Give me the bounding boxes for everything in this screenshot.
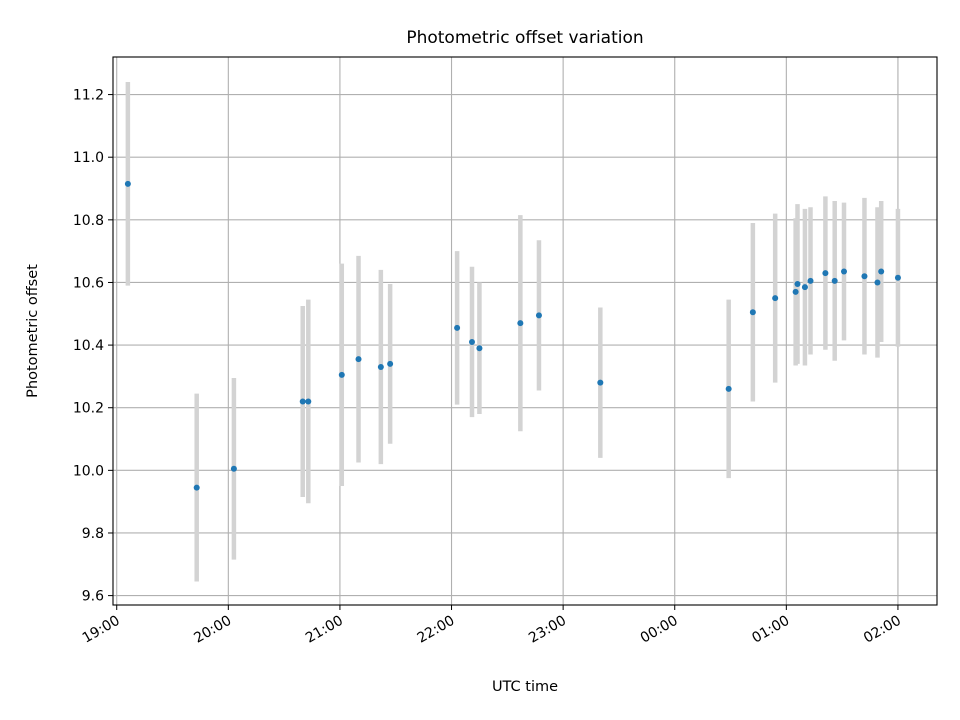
y-axis-ticks: 9.6 9.8 10.0 10.2 10.4 10.6 10.8 11.0 11.2 xyxy=(73,88,113,605)
data-point xyxy=(807,277,814,284)
data-point xyxy=(377,364,384,371)
data-point xyxy=(305,398,312,405)
y-tick-label: 10.8 xyxy=(73,213,104,229)
y-tick-label: 11.2 xyxy=(73,88,104,104)
y-axis-label: Photometric offset xyxy=(25,264,41,398)
data-point xyxy=(387,360,394,367)
x-tick-label: 22:00 xyxy=(415,613,458,647)
data-point xyxy=(535,312,542,319)
y-tick-label: 10.6 xyxy=(73,275,104,291)
data-point xyxy=(840,268,847,275)
data-point xyxy=(749,309,756,316)
data-point xyxy=(517,320,524,327)
data-point xyxy=(468,338,475,345)
data-point xyxy=(476,345,483,352)
y-tick-label: 10.2 xyxy=(73,401,104,417)
x-tick-label: 02:00 xyxy=(861,613,904,647)
data-points xyxy=(124,180,901,491)
x-tick-label: 21:00 xyxy=(303,613,346,647)
data-point xyxy=(831,277,838,284)
x-tick-label: 00:00 xyxy=(638,613,681,647)
data-point xyxy=(792,288,799,295)
x-tick-label: 20:00 xyxy=(191,613,234,647)
x-tick-label: 01:00 xyxy=(749,613,792,647)
x-tick-label: 19:00 xyxy=(80,613,123,647)
data-point xyxy=(338,371,345,378)
x-axis-ticks: 19:00 20:00 21:00 22:00 23:00 00:00 01:00 02:00 xyxy=(80,605,904,647)
data-point xyxy=(878,268,885,275)
y-tick-label: 11.0 xyxy=(73,150,104,166)
data-point xyxy=(772,295,779,302)
data-point xyxy=(597,379,604,386)
x-tick-label: 23:00 xyxy=(526,613,569,647)
y-tick-label: 10.4 xyxy=(73,338,104,354)
data-point xyxy=(874,279,881,286)
data-point xyxy=(124,180,131,187)
data-point xyxy=(725,385,732,392)
chart-title: Photometric offset variation xyxy=(406,28,643,48)
data-point xyxy=(861,273,868,280)
y-tick-label: 9.8 xyxy=(82,526,104,542)
plot-frame xyxy=(112,56,938,606)
x-axis-label: UTC time xyxy=(492,679,558,695)
data-point xyxy=(801,284,808,291)
gridlines xyxy=(113,57,937,605)
data-point xyxy=(894,274,901,281)
data-point xyxy=(822,270,829,277)
data-point xyxy=(355,356,362,363)
y-tick-label: 10.0 xyxy=(73,463,104,479)
data-point xyxy=(794,281,801,288)
y-tick-label: 9.6 xyxy=(82,589,104,605)
data-point xyxy=(193,484,200,491)
data-point xyxy=(299,398,306,405)
data-point xyxy=(454,324,461,331)
data-point xyxy=(230,465,237,472)
